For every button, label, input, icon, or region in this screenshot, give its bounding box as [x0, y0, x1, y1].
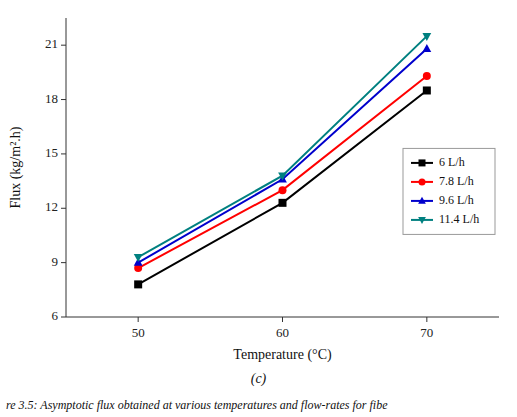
y-tick-label: 12 [45, 199, 58, 214]
y-tick [61, 99, 66, 100]
data-point [134, 254, 143, 262]
data-point [422, 33, 431, 41]
legend-box [403, 148, 495, 234]
legend-label: 6 L/h [439, 155, 465, 169]
y-tick [61, 45, 66, 46]
y-tick [61, 153, 66, 154]
data-point [423, 86, 431, 94]
x-axis-label: Temperature (°C) [233, 347, 332, 363]
legend-marker [418, 197, 426, 204]
x-tick-label: 70 [420, 325, 433, 340]
y-axis-label: Flux (kg/m².h) [8, 126, 24, 208]
y-tick-label: 6 [52, 308, 59, 323]
y-tick [61, 262, 66, 263]
y-tick [61, 208, 66, 209]
series-line [138, 76, 427, 268]
x-tick-label: 50 [132, 325, 145, 340]
data-point [423, 72, 431, 80]
y-tick-label: 15 [45, 145, 58, 160]
x-tick [282, 317, 283, 322]
subtitle: (c) [251, 371, 267, 387]
chart: 6 9 12 15 18 21 50 60 70 Temperature (°C) Flux (kg… [0, 0, 517, 417]
y-tick-label: 18 [45, 91, 58, 106]
series-line [138, 90, 427, 284]
x-tick [426, 317, 427, 322]
data-point [134, 280, 142, 288]
series-line [138, 49, 427, 263]
caption: re 3.5: Asymptotic flux obtained at vari… [6, 398, 388, 412]
x-tick-label: 60 [276, 325, 289, 340]
legend-label: 7.8 L/h [439, 174, 474, 188]
y-axis-line [66, 18, 67, 317]
y-tick [61, 317, 66, 318]
data-point [422, 44, 431, 52]
legend-label: 11.4 L/h [439, 212, 479, 226]
y-tick-label: 9 [52, 254, 59, 269]
legend-label: 9.6 L/h [439, 193, 474, 207]
data-point [278, 172, 287, 180]
legend-marker [419, 178, 426, 185]
x-tick [138, 317, 139, 322]
series-line [138, 36, 427, 257]
legend: 6 L/h 7.8 L/h 9.6 L/h 11.4 L/h [403, 148, 495, 234]
y-tick-label: 21 [45, 36, 58, 51]
data-point [279, 186, 287, 194]
legend-marker [419, 159, 426, 166]
data-point [279, 199, 287, 207]
legend-marker [418, 217, 426, 224]
plot-area [134, 33, 431, 288]
